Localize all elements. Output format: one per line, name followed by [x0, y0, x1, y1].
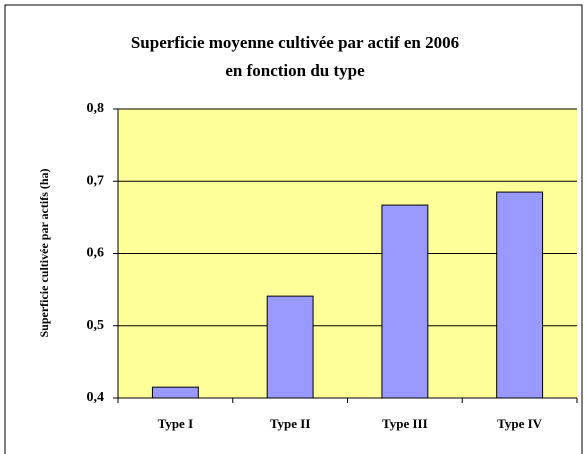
x-tick-label: Type IV: [497, 416, 543, 431]
chart-title: Superficie moyenne cultivée par actif en…: [131, 33, 459, 52]
x-tick-label: Type II: [270, 416, 311, 431]
x-tick-label: Type III: [382, 416, 428, 431]
chart-title: en fonction du type: [225, 61, 365, 80]
bar: [496, 191, 544, 399]
x-tick-label: Type I: [158, 416, 194, 431]
chart-border: [4, 4, 583, 454]
bar: [151, 386, 199, 399]
y-tick-label: 0,5: [87, 318, 105, 333]
bar: [266, 295, 314, 399]
y-tick-label: 0,7: [87, 173, 105, 188]
y-tick-label: 0,8: [87, 101, 105, 116]
y-tick-label: 0,6: [87, 246, 105, 261]
y-axis-label: Superficie cultivée par actifs (ha): [37, 168, 51, 337]
y-tick-label: 0,4: [87, 390, 105, 405]
bar: [381, 204, 429, 399]
